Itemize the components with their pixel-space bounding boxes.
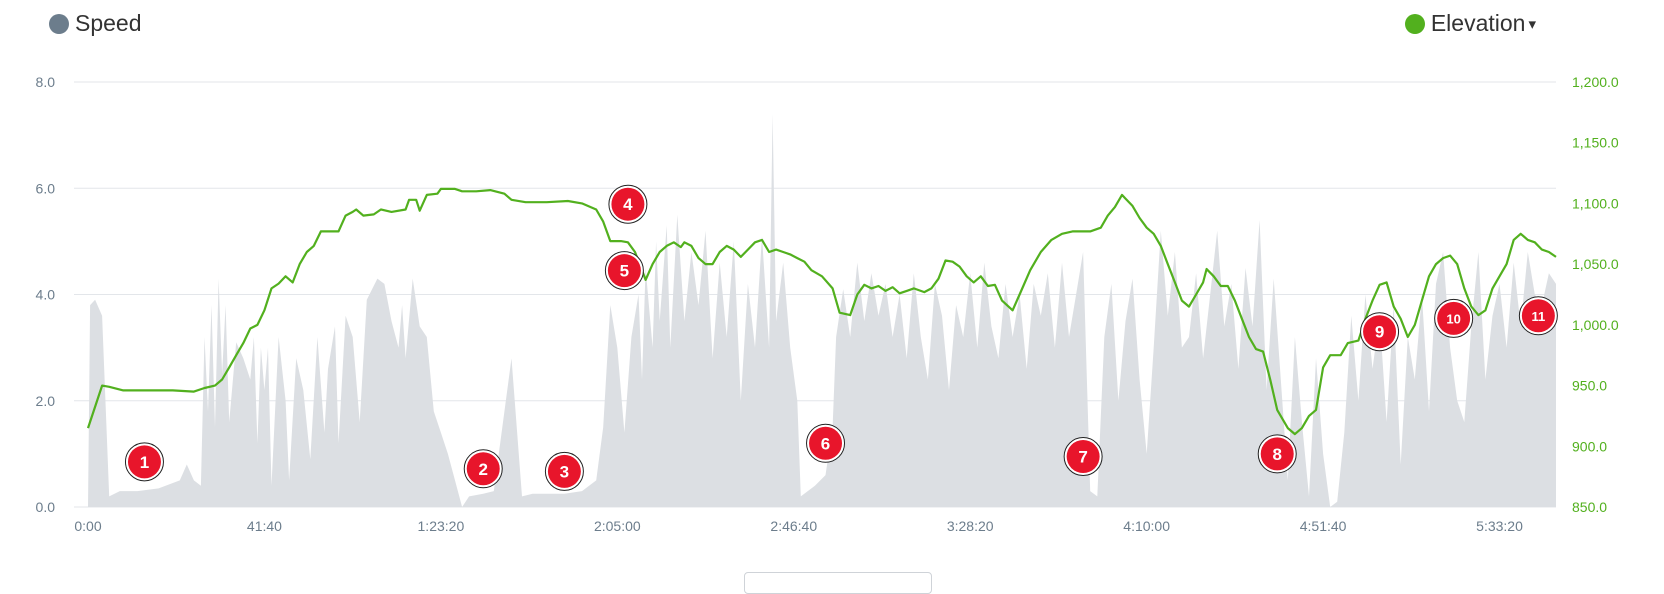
x-tick-label: 41:40 bbox=[247, 518, 282, 534]
speed-area bbox=[88, 113, 1556, 508]
marker-label: 8 bbox=[1272, 445, 1281, 464]
speed-elevation-chart[interactable]: 0.0 2.0 4.0 6.0 8.0 850.0 900.0 950.0 1,000.0 1,0… bbox=[0, 0, 1664, 580]
marker-label: 2 bbox=[478, 460, 487, 479]
y-right-tick-label: 850.0 bbox=[1572, 499, 1607, 515]
y-right-tick-label: 1,000.0 bbox=[1572, 317, 1619, 333]
y-right-tick-label: 1,150.0 bbox=[1572, 135, 1619, 151]
x-tick-label: 4:10:00 bbox=[1123, 518, 1170, 534]
x-tick-label: 0:00 bbox=[74, 518, 101, 534]
y-left-tick-label: 8.0 bbox=[36, 74, 56, 90]
legend-elevation-label: Elevation bbox=[1430, 10, 1526, 36]
y-left-tick-label: 2.0 bbox=[36, 393, 56, 409]
y-right-tick-label: 950.0 bbox=[1572, 378, 1607, 394]
marker-11[interactable] bbox=[1521, 299, 1555, 333]
marker-5[interactable] bbox=[607, 254, 641, 288]
chevron-down-icon[interactable]: ▾ bbox=[1528, 15, 1536, 33]
marker-1[interactable] bbox=[127, 445, 161, 479]
elevation-line bbox=[86, 187, 1557, 436]
marker-label: 6 bbox=[821, 434, 830, 453]
elevation-legend-dot-icon bbox=[1404, 13, 1425, 34]
y-right-tick-label: 900.0 bbox=[1572, 438, 1607, 454]
x-tick-label: 2:46:40 bbox=[770, 518, 817, 534]
marker-label: 9 bbox=[1375, 323, 1384, 342]
y-left-tick-label: 4.0 bbox=[36, 287, 56, 303]
marker-label: 4 bbox=[623, 195, 633, 214]
marker-label: 1 bbox=[140, 453, 149, 472]
speed-legend-dot-icon bbox=[49, 13, 69, 34]
legend-speed[interactable]: Speed bbox=[49, 10, 142, 37]
x-tick-label: 5:33:20 bbox=[1476, 518, 1523, 534]
y-left-tick-label: 6.0 bbox=[36, 180, 56, 196]
y-right-tick-label: 1,050.0 bbox=[1572, 256, 1619, 272]
marker-label: 3 bbox=[560, 462, 569, 481]
marker-9[interactable] bbox=[1363, 315, 1397, 349]
x-tick-label: 4:51:40 bbox=[1300, 518, 1347, 534]
marker-label: 10 bbox=[1446, 311, 1460, 326]
y-right-tick-label: 1,200.0 bbox=[1572, 74, 1619, 90]
marker-10[interactable] bbox=[1437, 301, 1471, 335]
marker-4[interactable] bbox=[611, 187, 645, 221]
x-tick-label: 2:05:00 bbox=[594, 518, 641, 534]
bottom-panel-handle[interactable] bbox=[744, 572, 932, 594]
marker-label: 11 bbox=[1531, 309, 1545, 324]
marker-2[interactable] bbox=[466, 452, 500, 486]
marker-label: 5 bbox=[620, 262, 629, 281]
marker-6[interactable] bbox=[809, 426, 843, 460]
y-left-tick-label: 0.0 bbox=[36, 499, 56, 515]
marker-label: 7 bbox=[1078, 448, 1087, 467]
marker-7[interactable] bbox=[1066, 440, 1100, 474]
marker-3[interactable] bbox=[547, 454, 581, 488]
x-tick-label: 3:28:20 bbox=[947, 518, 994, 534]
marker-8[interactable] bbox=[1260, 437, 1294, 471]
x-tick-label: 1:23:20 bbox=[418, 518, 465, 534]
legend-elevation[interactable]: Elevation ▾ bbox=[1404, 10, 1536, 37]
y-right-tick-label: 1,100.0 bbox=[1572, 195, 1619, 211]
legend-speed-label: Speed bbox=[75, 10, 142, 36]
